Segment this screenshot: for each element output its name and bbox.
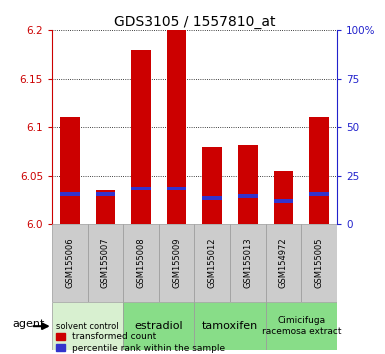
FancyBboxPatch shape (159, 224, 194, 302)
FancyBboxPatch shape (88, 224, 123, 302)
Bar (95, 193, 115, 196)
Text: GSM155012: GSM155012 (208, 238, 217, 289)
Bar (167, 187, 186, 190)
FancyBboxPatch shape (52, 224, 88, 302)
FancyBboxPatch shape (123, 302, 194, 350)
Bar (60, 118, 80, 224)
FancyBboxPatch shape (266, 224, 301, 302)
FancyBboxPatch shape (301, 224, 337, 302)
Text: GSM155007: GSM155007 (101, 238, 110, 289)
FancyBboxPatch shape (194, 302, 266, 350)
Title: GDS3105 / 1557810_at: GDS3105 / 1557810_at (114, 15, 275, 29)
FancyBboxPatch shape (194, 224, 230, 302)
Text: GSM155008: GSM155008 (137, 238, 146, 289)
Text: GSM154972: GSM154972 (279, 238, 288, 289)
FancyBboxPatch shape (52, 302, 123, 350)
Bar (238, 194, 258, 198)
Bar (274, 171, 293, 224)
Text: GSM155006: GSM155006 (65, 238, 74, 289)
Legend: transformed count, percentile rank within the sample: transformed count, percentile rank withi… (57, 332, 225, 353)
Text: GSM155005: GSM155005 (315, 238, 323, 289)
Text: agent: agent (12, 319, 44, 330)
Text: solvent control: solvent control (56, 322, 119, 331)
Bar (238, 145, 258, 224)
Text: GSM155013: GSM155013 (243, 238, 252, 289)
Text: tamoxifen: tamoxifen (202, 321, 258, 331)
FancyBboxPatch shape (230, 224, 266, 302)
Text: Cimicifuga
racemosa extract: Cimicifuga racemosa extract (261, 316, 341, 336)
FancyBboxPatch shape (123, 224, 159, 302)
Bar (274, 199, 293, 202)
Bar (309, 118, 329, 224)
Bar (95, 190, 115, 224)
Bar (203, 196, 222, 200)
FancyBboxPatch shape (266, 302, 337, 350)
Text: GSM155009: GSM155009 (172, 238, 181, 289)
Bar (60, 193, 80, 196)
Bar (131, 50, 151, 224)
Text: estradiol: estradiol (134, 321, 183, 331)
Bar (167, 25, 186, 224)
Bar (203, 147, 222, 224)
Bar (131, 187, 151, 190)
Bar (309, 193, 329, 196)
